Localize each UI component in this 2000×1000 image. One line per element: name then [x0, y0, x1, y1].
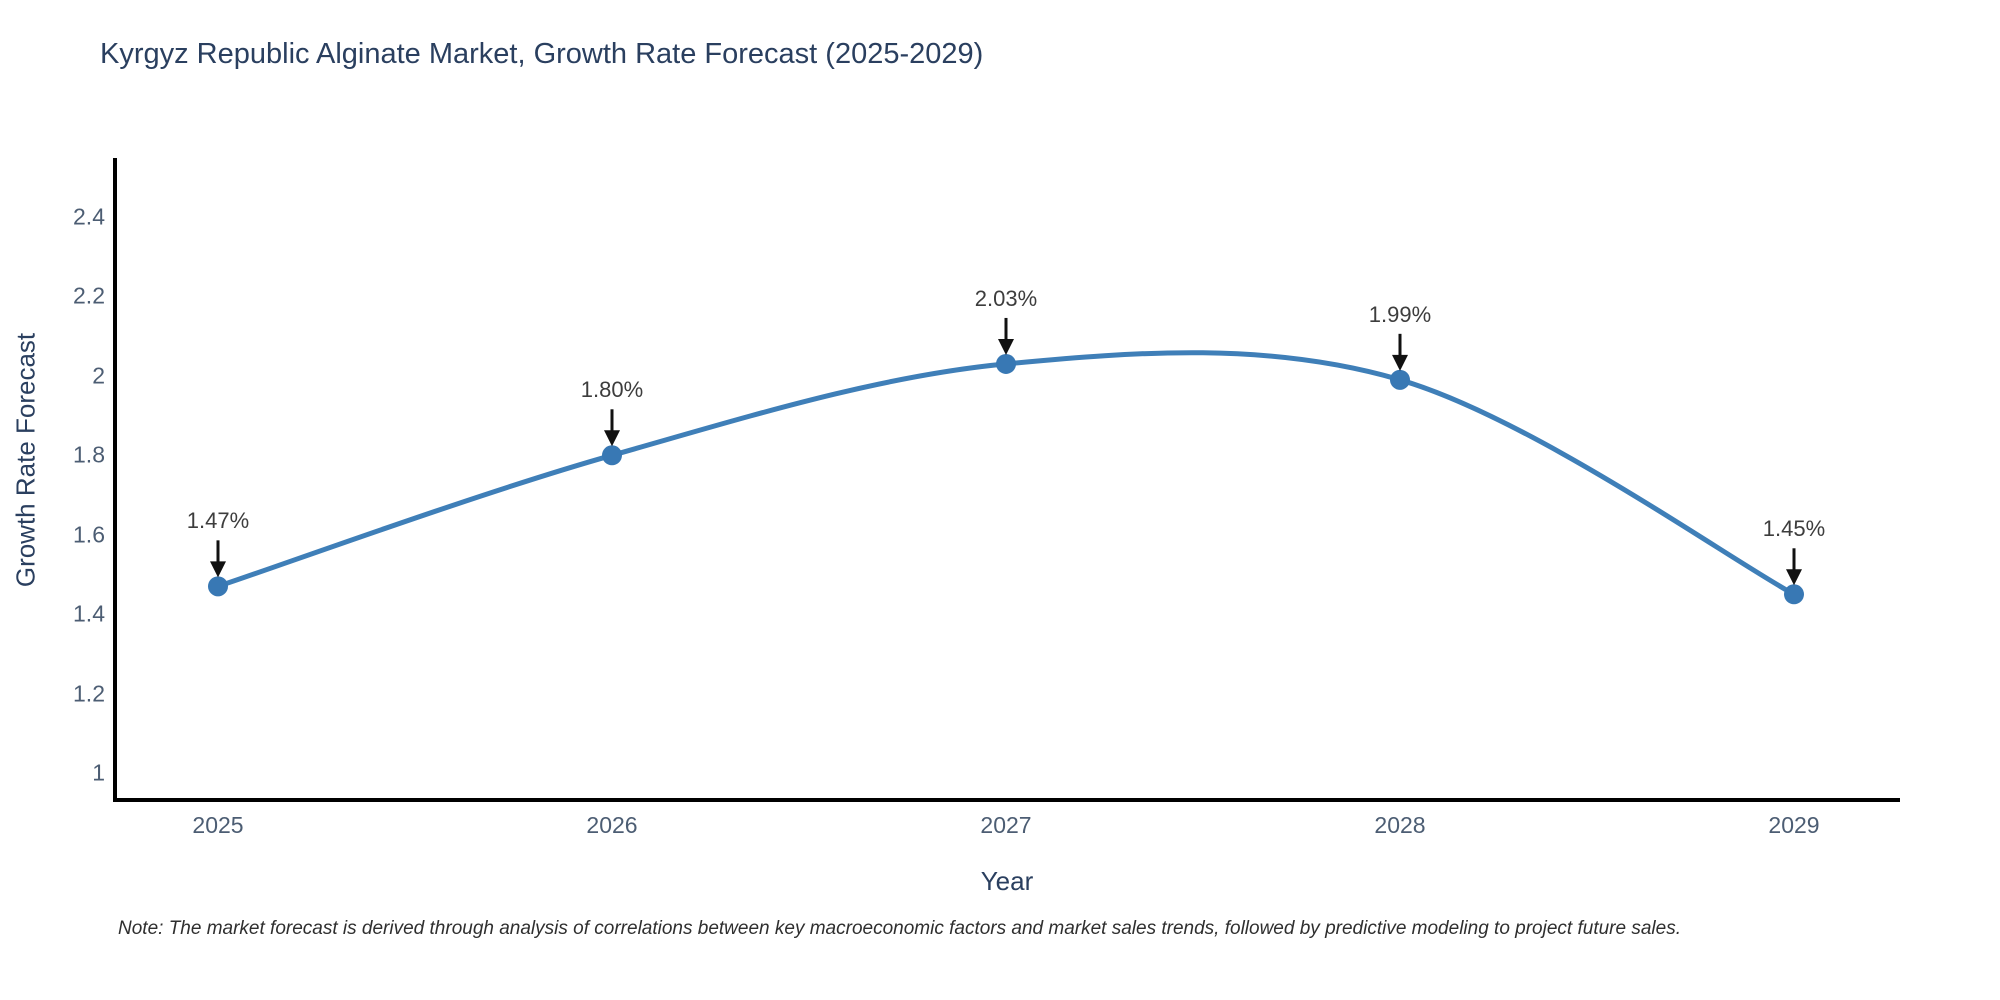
x-tick-label: 2027: [980, 812, 1032, 838]
forecast-line: [215, 350, 1797, 597]
y-axis-line: [113, 158, 117, 802]
y-tick-label: 2: [92, 362, 105, 389]
x-axis-title: Year: [980, 866, 1034, 896]
chart-title: Kyrgyz Republic Alginate Market, Growth …: [100, 38, 984, 70]
x-tick-label: 2026: [586, 812, 638, 838]
y-tick-label: 1.6: [73, 521, 105, 548]
point-value-label: 1.80%: [580, 377, 644, 403]
data-point-2029: [1784, 584, 1804, 605]
footnote: Note: The market forecast is derived thr…: [118, 918, 1681, 939]
annotation-arrow-head: [998, 338, 1014, 355]
data-point-2026: [602, 445, 622, 466]
x-tick-label: 2025: [192, 812, 244, 838]
data-point-2027: [996, 353, 1016, 374]
x-tick-label: 2029: [1768, 812, 1820, 838]
annotation-arrow-shaft: [216, 540, 220, 565]
annotation-arrow-shaft: [1398, 333, 1402, 358]
annotation-arrow-head: [210, 561, 226, 578]
annotation-arrow-head: [1786, 569, 1802, 586]
data-point-2028: [1390, 369, 1410, 390]
x-tick-label: 2028: [1374, 812, 1426, 838]
y-tick-label: 2.2: [73, 282, 105, 309]
point-value-label: 2.03%: [974, 285, 1038, 311]
y-tick-label: 1.2: [73, 680, 105, 707]
annotation-arrow-head: [604, 430, 620, 447]
annotation-arrow-shaft: [1004, 317, 1008, 342]
point-value-label: 1.47%: [186, 508, 250, 534]
y-tick-label: 1: [92, 759, 105, 786]
x-axis-line: [113, 798, 1900, 802]
point-value-label: 1.99%: [1368, 301, 1432, 327]
annotation-arrow-shaft: [610, 409, 614, 434]
y-tick-label: 1.8: [73, 441, 105, 468]
data-point-2025: [208, 576, 228, 597]
y-tick-label: 2.4: [73, 203, 105, 230]
annotation-arrow-shaft: [1792, 548, 1796, 573]
point-value-label: 1.45%: [1762, 516, 1826, 542]
annotation-arrow-head: [1392, 354, 1408, 371]
y-tick-label: 1.4: [73, 600, 105, 627]
